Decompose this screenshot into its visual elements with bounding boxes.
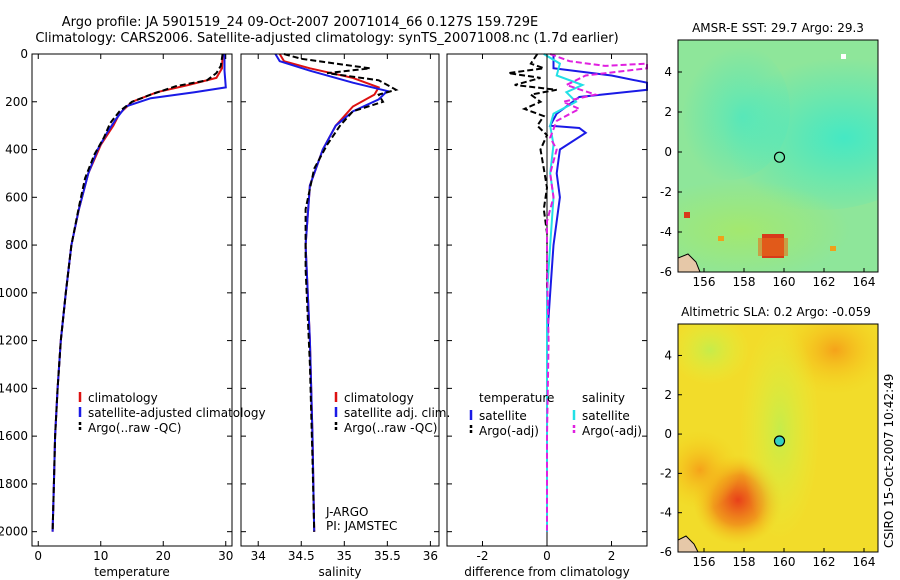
- y-tick-label: 1800: [0, 477, 28, 491]
- sst-land-patch: [678, 253, 701, 272]
- y-tick-label: 1400: [0, 381, 28, 395]
- csiro-timestamp: CSIRO 15-Oct-2007 10:42:49: [882, 374, 896, 548]
- legend-label: Argo(-adj): [479, 424, 539, 438]
- sst-map-frame: [677, 39, 879, 273]
- y-tick-label: 2000: [0, 525, 28, 539]
- panel-frame: [31, 53, 233, 547]
- map-x-tick-label: 158: [733, 275, 756, 289]
- sst-hotspot-edge: [758, 238, 788, 256]
- sst-speck-2: [718, 236, 724, 241]
- x-tick-label: 0: [543, 549, 551, 563]
- x-tick-label: 35: [337, 549, 352, 563]
- y-tick-label: 400: [5, 143, 28, 157]
- series-3-1: [546, 54, 648, 532]
- sst-argo-marker: [773, 151, 786, 163]
- series-2-2: [274, 53, 390, 532]
- map-x-tick-label: 162: [813, 555, 836, 569]
- x-tick-label: 30: [218, 549, 233, 563]
- x-tick-label: 2: [608, 549, 616, 563]
- y-tick-label: 1000: [0, 286, 28, 300]
- x-tick-label: 34: [251, 549, 266, 563]
- map-x-tick-label: 162: [813, 275, 836, 289]
- legend-label: climatology: [344, 391, 414, 405]
- y-tick-label: 1600: [0, 429, 28, 443]
- map-y-tick-label: 4: [664, 348, 672, 362]
- sst-missing-pixel: [841, 54, 846, 59]
- map-y-tick-label: -4: [660, 225, 672, 239]
- map-y-tick-label: 4: [664, 65, 672, 79]
- sst-speck-1: [684, 212, 690, 218]
- legend-label: satellite-adjusted climatology: [88, 406, 266, 420]
- map-x-tick-label: 164: [853, 275, 876, 289]
- panel-annotation: J-ARGO: [325, 505, 368, 519]
- legend-label: satellite adj. clim.: [344, 406, 450, 420]
- map-x-tick-label: 160: [773, 555, 796, 569]
- sla-argo-marker: [773, 435, 786, 447]
- x-axis-label: temperature: [94, 565, 169, 579]
- x-axis-label: difference from climatology: [464, 565, 630, 579]
- y-tick-label: 0: [20, 47, 28, 61]
- series-2-3: [283, 53, 399, 532]
- x-tick-label: 34.5: [288, 549, 315, 563]
- series-1-3: [51, 53, 224, 532]
- figure-title-line1: Argo profile: JA 5901519_24 09-Oct-2007 …: [62, 15, 539, 30]
- sla-land-patch: [678, 535, 699, 552]
- y-tick-label: 600: [5, 190, 28, 204]
- series-1-1: [51, 53, 224, 532]
- x-tick-label: -2: [476, 549, 488, 563]
- sst-cool-region-2: [678, 40, 790, 180]
- map-y-tick-label: -6: [660, 265, 672, 279]
- panel-annotation: PI: JAMSTEC: [326, 519, 397, 533]
- legend-header: temperature: [479, 391, 554, 405]
- y-tick-label: 200: [5, 95, 28, 109]
- legend-label: Argo(-adj): [582, 424, 642, 438]
- map-x-tick-label: 160: [773, 275, 796, 289]
- map-y-tick-label: 0: [664, 427, 672, 441]
- map-y-tick-label: 2: [664, 105, 672, 119]
- x-tick-label: 36: [423, 549, 438, 563]
- map-x-tick-label: 156: [693, 275, 716, 289]
- series-1-2: [51, 54, 227, 532]
- sla-cool-west: [678, 324, 750, 385]
- y-tick-label: 800: [5, 238, 28, 252]
- sst-speck-3: [830, 246, 836, 251]
- sla-map: Altimetric SLA: 0.2 Argo: -0.059 156 158 1…: [660, 305, 879, 569]
- map-y-tick-label: 2: [664, 388, 672, 402]
- sla-map-title: Altimetric SLA: 0.2 Argo: -0.059: [681, 305, 871, 319]
- sla-map-frame: [677, 323, 879, 553]
- sla-cool-centre: [740, 324, 820, 540]
- map-x-tick-label: 156: [693, 555, 716, 569]
- panel-frame: [240, 53, 440, 547]
- map-y-tick-label: -2: [660, 185, 672, 199]
- legend-label: Argo(..raw -QC): [88, 421, 181, 435]
- x-tick-label: 10: [93, 549, 108, 563]
- sst-warm-region: [678, 180, 850, 272]
- legend-label: climatology: [88, 391, 158, 405]
- profile-panel-3: -2 0 2 difference from climatology temperatu…: [446, 53, 648, 579]
- sst-map: AMSR-E SST: 29.7 Argo: 29.3 156 158 160 162…: [660, 21, 879, 289]
- sla-warm-w: [678, 430, 740, 510]
- legend-header: salinity: [582, 391, 625, 405]
- figure-title-line2: Climatology: CARS2006. Satellite-adjuste…: [35, 31, 618, 46]
- map-x-tick-label: 164: [853, 555, 876, 569]
- map-y-tick-label: -2: [660, 466, 672, 480]
- series-2-1: [278, 53, 381, 532]
- x-axis-label: salinity: [318, 565, 361, 579]
- y-tick-label: 1200: [0, 334, 28, 348]
- map-y-tick-label: 0: [664, 145, 672, 159]
- map-y-tick-label: -6: [660, 545, 672, 559]
- x-tick-label: 20: [156, 549, 171, 563]
- legend-label: Argo(..raw -QC): [344, 421, 437, 435]
- x-tick-label: 0: [34, 549, 42, 563]
- legend-label: satellite: [479, 409, 527, 423]
- x-tick-label: 35.5: [374, 549, 401, 563]
- legend-label: satellite: [582, 409, 630, 423]
- map-x-tick-label: 158: [733, 555, 756, 569]
- sst-map-title: AMSR-E SST: 29.7 Argo: 29.3: [692, 21, 864, 35]
- profile-panel-2: 34 34.5 35 35.5 36 salinity climatologysatelli…: [240, 53, 450, 579]
- map-y-tick-label: -4: [660, 506, 672, 520]
- profile-panel-1: 0 10 20 30 0 200 400 600 800 1000 1200 1400 1600 1800…: [0, 47, 266, 579]
